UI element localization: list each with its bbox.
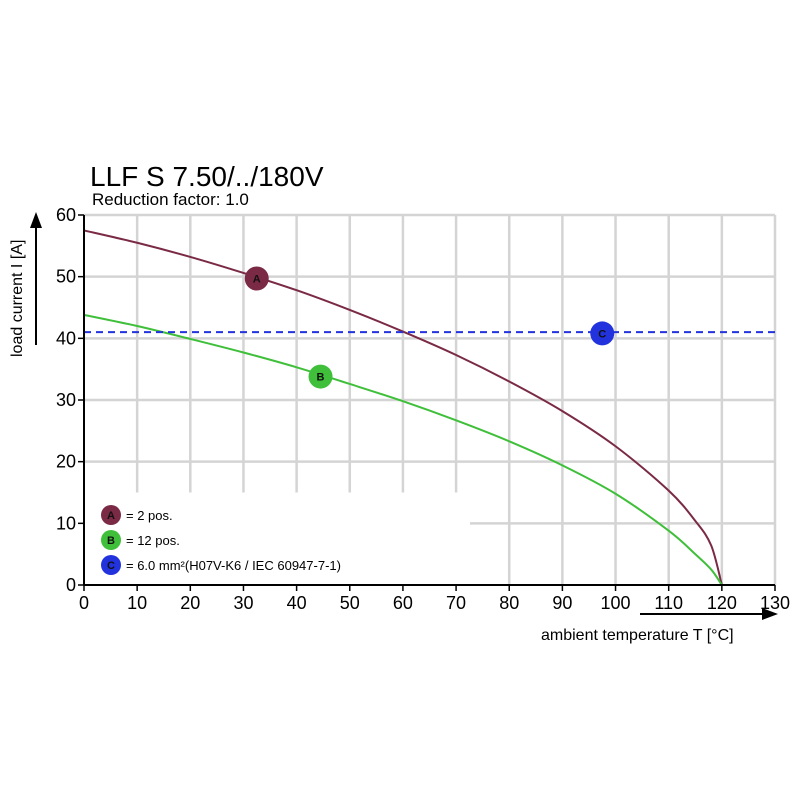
chart-title: LLF S 7.50/../180V bbox=[90, 161, 324, 192]
x-tick-label: 0 bbox=[79, 593, 89, 613]
x-tick-label: 70 bbox=[446, 593, 466, 613]
y-tick-label: 10 bbox=[56, 513, 76, 533]
y-tick-label: 0 bbox=[66, 575, 76, 595]
legend-swatch-A bbox=[101, 505, 121, 525]
x-tick-label: 20 bbox=[180, 593, 200, 613]
series-marker-A bbox=[244, 266, 269, 291]
x-tick-label: 110 bbox=[654, 593, 683, 613]
y-tick-label: 20 bbox=[56, 452, 76, 472]
x-tick-label: 60 bbox=[393, 593, 413, 613]
series-marker-B bbox=[308, 364, 333, 389]
y-tick-label: 50 bbox=[56, 267, 76, 287]
legend-label-B: = 12 pos. bbox=[126, 533, 180, 548]
series-marker-label-C: C bbox=[598, 328, 606, 340]
legend-key-C: C bbox=[107, 560, 115, 572]
y-axis-label: load current I [A] bbox=[9, 240, 26, 357]
series-marker-label-A: A bbox=[253, 274, 261, 286]
series-line-A bbox=[83, 229, 723, 586]
x-tick-label: 100 bbox=[601, 593, 631, 613]
x-tick-label: 130 bbox=[760, 593, 790, 613]
legend: A = 2 pos. B = 12 pos. C = 6.0 mm²(H07V-K6 / … bbox=[101, 505, 341, 575]
y-tick-label: 40 bbox=[56, 328, 76, 348]
series-marker-label-B: B bbox=[317, 372, 325, 384]
axes bbox=[30, 212, 778, 620]
x-tick-label: 80 bbox=[499, 593, 519, 613]
x-arrow-head bbox=[762, 608, 778, 620]
grid bbox=[84, 213, 777, 585]
x-tick-label: 120 bbox=[707, 593, 737, 613]
series-line-B bbox=[83, 313, 723, 586]
y-tick-label: 60 bbox=[56, 205, 76, 225]
x-tick-label: 30 bbox=[233, 593, 253, 613]
x-axis-label: ambient temperature T [°C] bbox=[541, 627, 734, 644]
series-marker-C bbox=[590, 321, 615, 346]
legend-key-A: A bbox=[107, 510, 115, 522]
legend-key-B: B bbox=[107, 535, 115, 547]
chart-subtitle: Reduction factor: 1.0 bbox=[92, 190, 249, 209]
legend-swatch-B bbox=[101, 530, 121, 550]
y-tick-label: 30 bbox=[56, 390, 76, 410]
x-tick-label: 40 bbox=[287, 593, 307, 613]
series-lines bbox=[83, 229, 775, 586]
x-tick-label: 10 bbox=[127, 593, 147, 613]
tick-labels: 0 10 20 30 40 50 60 70 80 90 100 110 120 130 0 10 20 30 40… bbox=[56, 205, 790, 613]
x-tick-label: 90 bbox=[552, 593, 572, 613]
series-markers: A B C bbox=[244, 266, 615, 389]
y-arrow-head bbox=[30, 212, 42, 228]
legend-label-C: = 6.0 mm²(H07V-K6 / IEC 60947-7-1) bbox=[126, 558, 341, 573]
legend-swatch-C bbox=[101, 555, 121, 575]
x-tick-label: 50 bbox=[340, 593, 360, 613]
legend-label-A: = 2 pos. bbox=[126, 508, 173, 523]
